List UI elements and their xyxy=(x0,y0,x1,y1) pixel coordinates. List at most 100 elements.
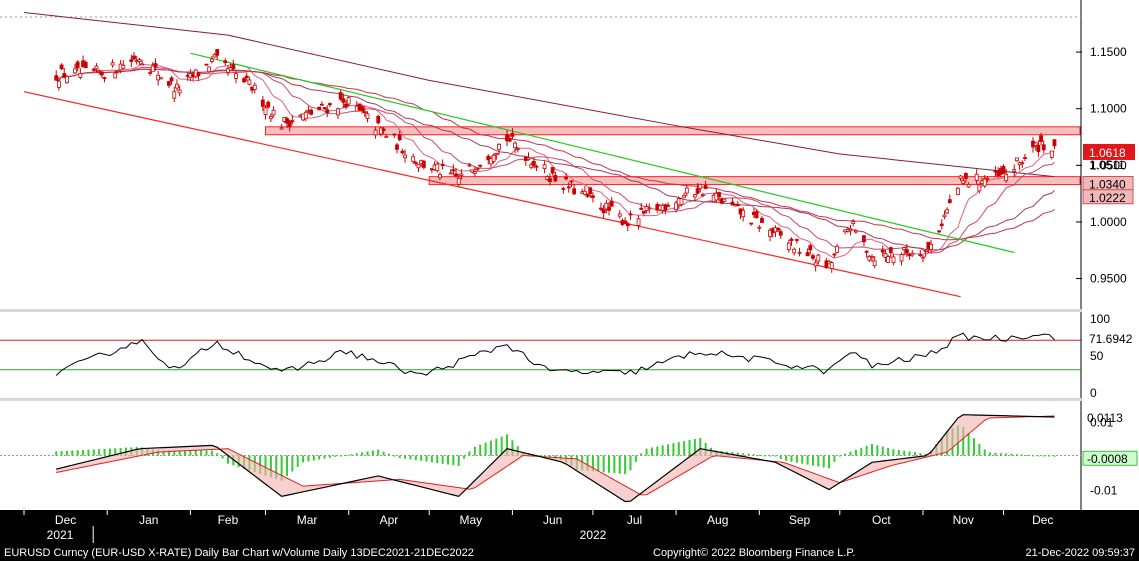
macd-histogram-bar xyxy=(447,455,449,465)
macd-histogram-bar xyxy=(656,446,659,456)
price-level-label: 1.0340 xyxy=(1089,177,1126,191)
candle-body xyxy=(945,209,950,214)
candle-body xyxy=(99,71,104,76)
candle-body xyxy=(94,65,99,70)
candle-body xyxy=(140,63,144,66)
macd-histogram-bar xyxy=(892,449,895,456)
candle-body xyxy=(674,202,679,211)
candle-body xyxy=(985,177,990,180)
macd-histogram-bar xyxy=(382,451,385,456)
candle-body xyxy=(252,84,257,90)
candle-body xyxy=(545,176,550,180)
candle-body xyxy=(287,120,292,128)
candle-body xyxy=(899,254,904,262)
rsi-tick-label: 100 xyxy=(1090,312,1110,326)
candle-body xyxy=(921,256,925,259)
candle-body xyxy=(531,160,536,166)
candle-body xyxy=(421,160,426,168)
downtrend-line xyxy=(190,52,1015,254)
candle-body xyxy=(591,195,595,198)
macd-histogram-bar xyxy=(82,449,85,456)
candle-body xyxy=(56,80,61,88)
candle-body xyxy=(1001,166,1006,174)
candle-body xyxy=(811,255,815,259)
candle-body xyxy=(1036,144,1041,153)
candle-body xyxy=(309,109,314,115)
month-label: Mar xyxy=(297,513,318,527)
candle-body xyxy=(835,245,840,253)
candle-body xyxy=(486,155,491,161)
month-label: May xyxy=(459,513,482,527)
year-label: 2022 xyxy=(580,528,607,542)
candle-body xyxy=(172,91,177,99)
month-label: Oct xyxy=(872,513,891,527)
candle-body xyxy=(207,66,212,73)
candle-body xyxy=(365,113,370,119)
candle-body xyxy=(328,103,332,106)
price-level-label: 1.0222 xyxy=(1089,191,1126,205)
candle-body xyxy=(717,192,721,198)
candle-body xyxy=(853,230,858,233)
candle-body xyxy=(346,97,351,105)
macd-histogram-bar xyxy=(339,455,342,457)
candle-body xyxy=(639,207,644,210)
macd-histogram-bar xyxy=(334,455,337,457)
macd-histogram-bar xyxy=(60,451,63,456)
macd-histogram-bar xyxy=(645,448,648,456)
candle-body xyxy=(1012,169,1017,172)
candle-body xyxy=(376,115,381,124)
candle-body xyxy=(121,64,126,69)
month-label: Aug xyxy=(707,513,728,527)
macd-histogram-bar xyxy=(226,455,229,464)
candle-body xyxy=(472,171,477,174)
candle-body xyxy=(599,207,603,210)
macd-histogram-bar xyxy=(747,453,750,456)
candle-body xyxy=(231,64,236,70)
macd-histogram-bar xyxy=(489,440,492,456)
candle-body xyxy=(116,70,120,73)
candle-body xyxy=(362,111,367,114)
macd-histogram-bar xyxy=(822,455,825,468)
candle-body xyxy=(768,229,772,237)
macd-histogram-bar xyxy=(811,455,814,466)
candle-body xyxy=(628,213,633,216)
candle-body xyxy=(572,188,577,195)
candle-body xyxy=(226,68,230,73)
macd-histogram-bar xyxy=(908,451,911,456)
last-price-label: 1.0618 xyxy=(1089,146,1126,160)
macd-histogram-bar xyxy=(500,436,503,456)
x-axis: Dec Jan Feb Mar Apr May Jun Jul Aug Sep Oct Nov Dec2… xyxy=(23,510,1053,543)
candle-body xyxy=(510,133,515,137)
candle-body xyxy=(778,231,783,236)
panel-separator-macd xyxy=(0,398,1082,401)
macd-histogram-bar xyxy=(393,455,396,457)
macd-histogram-bar xyxy=(495,438,498,456)
macd-histogram-bar xyxy=(1005,453,1008,456)
candle-body xyxy=(65,76,69,84)
macd-histogram-bar xyxy=(87,449,90,456)
candle-body xyxy=(829,262,834,270)
macd-histogram-bar xyxy=(640,453,643,456)
candle-body xyxy=(360,106,365,112)
candle-body xyxy=(542,164,547,170)
macd-histogram-bar xyxy=(693,438,696,456)
footer-copyright: Copyright© 2022 Bloomberg Finance L.P. xyxy=(653,547,855,559)
macd-histogram-bar xyxy=(650,447,653,456)
candle-body xyxy=(494,152,499,156)
macd-histogram-bar xyxy=(296,455,299,467)
candle-body xyxy=(438,173,442,179)
macd-histogram-bar xyxy=(806,455,809,465)
macd-histogram-bar xyxy=(167,450,170,456)
macd-histogram-bar xyxy=(994,452,997,456)
macd-histogram-bar xyxy=(865,445,868,456)
candle-body xyxy=(54,75,59,81)
month-label: Jun xyxy=(543,513,562,527)
macd-histogram-bar xyxy=(194,450,197,456)
moving-average-200d xyxy=(23,11,1055,178)
macd-histogram-bar xyxy=(184,450,187,456)
candle-body xyxy=(692,194,697,198)
macd-histogram-bar xyxy=(962,426,965,456)
candle-body xyxy=(617,213,622,217)
macd-histogram-bar xyxy=(55,451,58,456)
